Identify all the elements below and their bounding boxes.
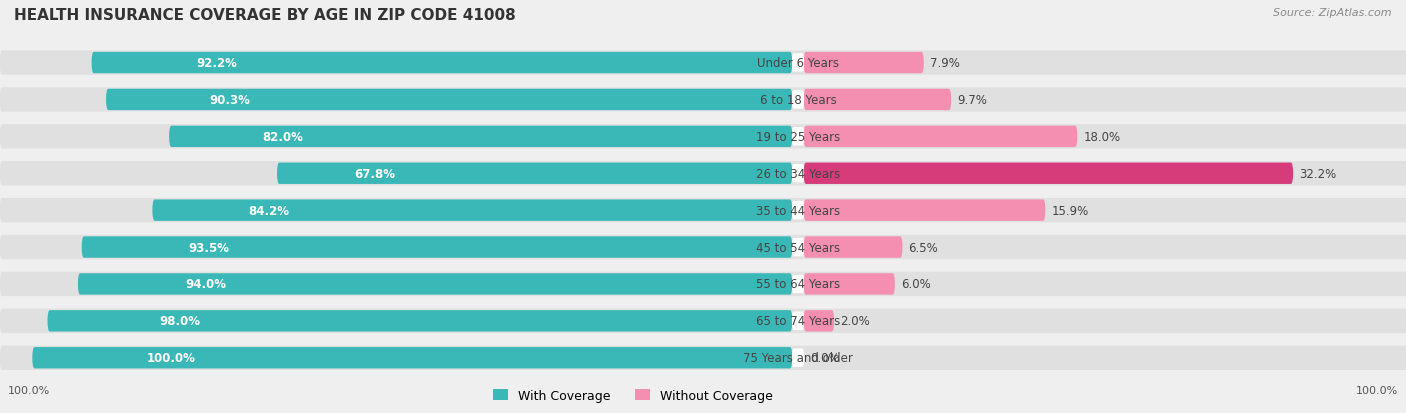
FancyBboxPatch shape [804,237,903,258]
Text: 82.0%: 82.0% [263,131,304,143]
Legend: With Coverage, Without Coverage: With Coverage, Without Coverage [488,384,778,407]
FancyBboxPatch shape [91,53,793,74]
Text: 19 to 25 Years: 19 to 25 Years [756,131,841,143]
FancyBboxPatch shape [804,90,950,111]
Text: Under 6 Years: Under 6 Years [756,57,839,70]
FancyBboxPatch shape [0,235,1406,260]
FancyBboxPatch shape [105,90,793,111]
Text: 100.0%: 100.0% [7,385,49,396]
Text: 6.5%: 6.5% [908,241,938,254]
FancyBboxPatch shape [792,91,804,109]
FancyBboxPatch shape [169,126,793,148]
Text: 65 to 74 Years: 65 to 74 Years [756,315,841,328]
FancyBboxPatch shape [0,346,1406,370]
Text: 100.0%: 100.0% [1357,385,1399,396]
FancyBboxPatch shape [0,272,1406,297]
Text: 6 to 18 Years: 6 to 18 Years [759,94,837,107]
FancyBboxPatch shape [0,309,1406,333]
Text: HEALTH INSURANCE COVERAGE BY AGE IN ZIP CODE 41008: HEALTH INSURANCE COVERAGE BY AGE IN ZIP … [14,8,516,23]
FancyBboxPatch shape [792,238,804,256]
FancyBboxPatch shape [804,311,834,332]
Text: 94.0%: 94.0% [186,278,226,291]
FancyBboxPatch shape [804,273,894,295]
Text: 92.2%: 92.2% [197,57,238,70]
Text: 100.0%: 100.0% [146,351,195,364]
Text: 35 to 44 Years: 35 to 44 Years [756,204,839,217]
Text: 55 to 64 Years: 55 to 64 Years [756,278,839,291]
FancyBboxPatch shape [804,200,1046,221]
FancyBboxPatch shape [792,128,804,146]
Text: 18.0%: 18.0% [1084,131,1121,143]
FancyBboxPatch shape [792,202,804,220]
Text: 15.9%: 15.9% [1052,204,1088,217]
FancyBboxPatch shape [792,312,804,330]
Text: 2.0%: 2.0% [841,315,870,328]
Text: 6.0%: 6.0% [901,278,931,291]
FancyBboxPatch shape [792,275,804,294]
FancyBboxPatch shape [277,163,793,185]
FancyBboxPatch shape [152,200,793,221]
FancyBboxPatch shape [792,54,804,73]
FancyBboxPatch shape [48,311,793,332]
Text: 98.0%: 98.0% [159,315,200,328]
FancyBboxPatch shape [82,237,793,258]
FancyBboxPatch shape [804,163,1294,185]
Text: 67.8%: 67.8% [354,167,395,180]
Text: 26 to 34 Years: 26 to 34 Years [756,167,841,180]
FancyBboxPatch shape [792,165,804,183]
Text: 9.7%: 9.7% [957,94,987,107]
Text: 45 to 54 Years: 45 to 54 Years [756,241,839,254]
FancyBboxPatch shape [0,161,1406,186]
FancyBboxPatch shape [0,125,1406,149]
FancyBboxPatch shape [77,273,793,295]
FancyBboxPatch shape [0,199,1406,223]
Text: 32.2%: 32.2% [1299,167,1337,180]
FancyBboxPatch shape [804,126,1077,148]
FancyBboxPatch shape [32,347,793,368]
Text: 84.2%: 84.2% [249,204,290,217]
Text: 75 Years and older: 75 Years and older [742,351,853,364]
Text: 7.9%: 7.9% [929,57,960,70]
FancyBboxPatch shape [804,53,924,74]
Text: 93.5%: 93.5% [188,241,229,254]
FancyBboxPatch shape [792,349,804,367]
FancyBboxPatch shape [0,88,1406,112]
Text: 90.3%: 90.3% [209,94,250,107]
Text: 0.0%: 0.0% [810,351,839,364]
FancyBboxPatch shape [0,51,1406,76]
Text: Source: ZipAtlas.com: Source: ZipAtlas.com [1274,8,1392,18]
